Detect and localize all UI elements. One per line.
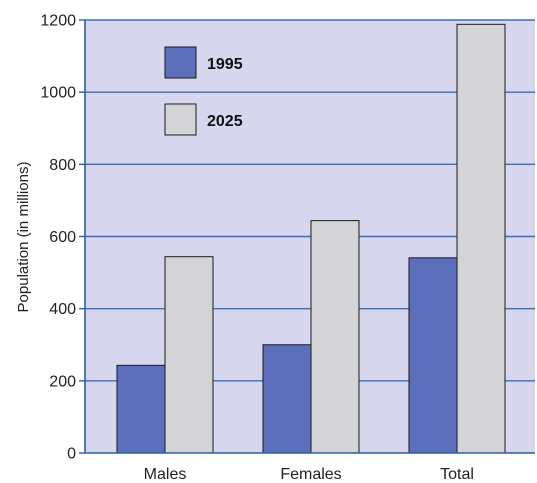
y-tick-labels: 0 200 400 600 800 1000 1200 [40, 13, 76, 463]
x-tick-label: Males [144, 466, 187, 483]
y-axis-title: Population (in millions) [15, 162, 32, 313]
axes [84, 20, 535, 454]
bars [116, 23, 506, 454]
x-tick-label: Total [440, 466, 474, 483]
x-tick-labels: Males Females Total [144, 466, 474, 483]
y-tick-label: 0 [67, 446, 76, 463]
bar-2025-total [456, 23, 506, 454]
bar-1995-males [116, 364, 166, 454]
y-tick-label: 600 [49, 229, 76, 246]
y-tick-label: 800 [49, 157, 76, 174]
legend-label-1995: 1995 [207, 56, 243, 73]
y-tick-label: 200 [49, 373, 76, 390]
x-tick-label: Females [280, 466, 341, 483]
bar-1995-total [408, 257, 458, 454]
y-tick-label: 1000 [40, 85, 76, 102]
bar-2025-males [164, 256, 214, 454]
legend: 1995 2025 [164, 46, 243, 136]
y-tick-label: 1200 [40, 13, 76, 30]
legend-swatch-2025 [164, 103, 197, 136]
bar-2025-females [310, 220, 360, 454]
legend-swatch-1995 [164, 46, 197, 79]
legend-label-2025: 2025 [207, 113, 243, 130]
bar-1995-females [262, 344, 312, 454]
y-tick-label: 400 [49, 301, 76, 318]
